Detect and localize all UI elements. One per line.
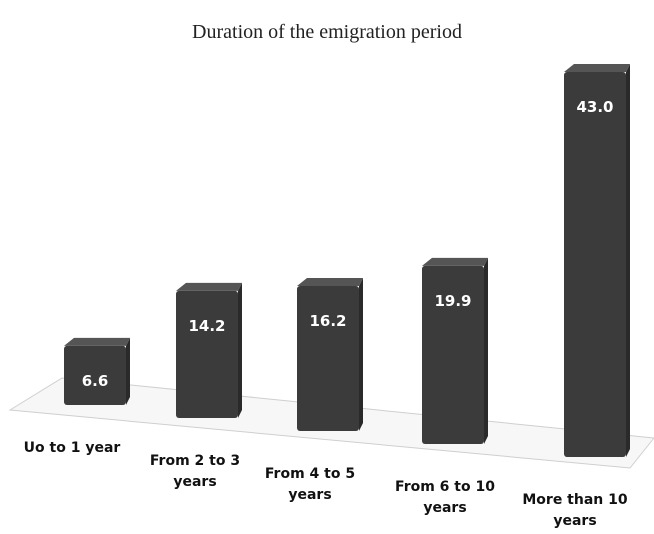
bar — [297, 285, 359, 431]
bar-side — [238, 282, 242, 418]
chart-title: Duration of the emigration period — [192, 21, 462, 43]
value-label: 6.6 — [82, 372, 109, 390]
x-tick-label: From 2 to 3 years — [149, 453, 241, 490]
bar-top — [422, 257, 488, 266]
bar-side — [359, 277, 363, 431]
bar — [564, 72, 626, 457]
bar — [176, 290, 238, 418]
x-tick-label: Uo to 1 year — [23, 440, 121, 456]
bar-side — [484, 257, 488, 444]
bar — [422, 265, 484, 444]
value-label: 16.2 — [309, 312, 346, 330]
bar-top — [297, 277, 363, 286]
bar — [64, 345, 126, 405]
value-label: 14.2 — [188, 317, 225, 335]
x-tick-label: From 6 to 10 years — [395, 479, 495, 516]
bar-top — [64, 337, 130, 346]
bar-side — [626, 64, 630, 457]
x-tick-label: From 4 to 5 years — [264, 466, 356, 503]
x-tick-label: More than 10 years — [522, 492, 628, 529]
bar-top — [176, 282, 242, 291]
bar-side — [126, 337, 130, 405]
value-label: 19.9 — [434, 292, 471, 310]
value-label: 43.0 — [576, 98, 613, 116]
bar-top — [564, 64, 630, 72]
